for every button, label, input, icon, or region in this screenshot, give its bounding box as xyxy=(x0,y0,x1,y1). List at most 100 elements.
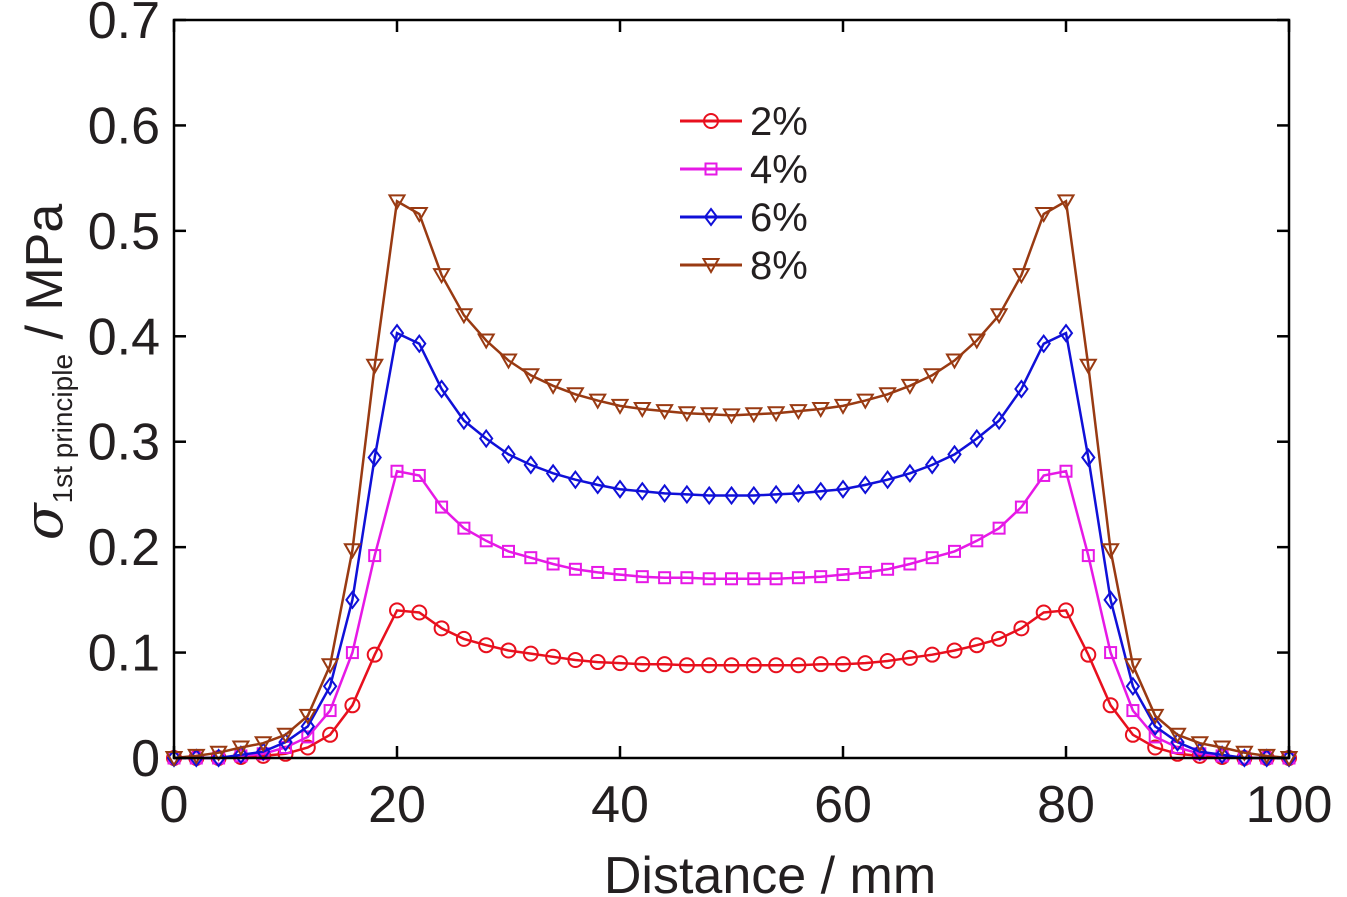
data-point xyxy=(970,534,984,548)
y-tick-label: 0.2 xyxy=(88,519,160,577)
y-tick-label: 0.6 xyxy=(88,97,160,155)
y-tick-label: 0 xyxy=(131,730,160,788)
data-point xyxy=(701,485,717,506)
data-point xyxy=(276,727,295,744)
data-point xyxy=(1014,379,1029,399)
data-point xyxy=(1012,268,1031,285)
data-point xyxy=(298,708,318,725)
legend-label: 6% xyxy=(750,196,808,240)
x-tick-label: 20 xyxy=(368,776,426,834)
data-point xyxy=(209,745,228,762)
data-point xyxy=(992,521,1006,535)
data-point xyxy=(879,653,896,670)
data-point xyxy=(435,500,449,514)
data-point xyxy=(635,570,649,584)
data-point xyxy=(1102,697,1119,714)
data-point xyxy=(991,410,1007,431)
data-point xyxy=(1170,732,1185,752)
data-point xyxy=(1212,740,1232,757)
data-point xyxy=(1125,676,1141,696)
data-point xyxy=(588,393,607,410)
legend-marker xyxy=(703,113,719,129)
data-point xyxy=(857,655,874,672)
data-point xyxy=(790,657,807,674)
data-point xyxy=(900,378,920,395)
plot-frame xyxy=(172,18,1291,760)
series-line xyxy=(173,199,1290,760)
data-point xyxy=(524,551,538,565)
data-point xyxy=(387,194,407,211)
data-point xyxy=(344,697,361,714)
data-point xyxy=(1101,543,1120,560)
x-axis-label: Distance / mm xyxy=(604,847,936,897)
data-point xyxy=(389,323,405,343)
data-point xyxy=(412,468,426,482)
data-point xyxy=(903,557,917,571)
data-point xyxy=(546,557,560,571)
y-axis-label-unit: / MPa xyxy=(16,204,74,354)
data-point xyxy=(522,645,539,662)
data-point xyxy=(1014,500,1028,514)
data-point xyxy=(766,406,786,423)
y-axis-label-subscript: 1st principle xyxy=(47,354,78,503)
legend-label: 4% xyxy=(750,148,808,192)
data-point xyxy=(1034,206,1053,223)
y-tick-label: 0.3 xyxy=(88,414,160,472)
data-point xyxy=(1058,323,1074,343)
data-point xyxy=(902,463,918,484)
data-point xyxy=(922,368,942,385)
data-point xyxy=(947,444,962,465)
legend-entry: 8% xyxy=(680,244,808,288)
data-point xyxy=(724,485,739,506)
data-point xyxy=(1190,736,1210,753)
data-point xyxy=(389,602,405,619)
data-point xyxy=(679,484,695,505)
data-point xyxy=(454,308,474,325)
data-point xyxy=(1081,447,1096,468)
data-point xyxy=(500,642,517,659)
data-point xyxy=(678,657,695,674)
data-point xyxy=(499,353,518,370)
data-point xyxy=(1079,358,1098,375)
data-point xyxy=(479,534,493,548)
data-point xyxy=(278,732,293,752)
data-point xyxy=(1214,745,1230,765)
data-point xyxy=(1124,726,1141,743)
data-point xyxy=(1035,604,1052,621)
legend-entry: 2% xyxy=(680,100,808,144)
data-point xyxy=(457,521,471,535)
x-tick-label: 80 xyxy=(1037,776,1095,834)
data-point xyxy=(610,398,630,415)
data-point xyxy=(320,658,340,675)
data-point xyxy=(744,407,764,424)
data-point xyxy=(1126,704,1140,718)
data-point xyxy=(612,655,628,672)
data-point xyxy=(613,568,627,582)
data-point xyxy=(590,475,605,495)
data-point xyxy=(658,571,672,585)
data-point xyxy=(1080,646,1097,663)
y-tick-label: 0.5 xyxy=(88,203,160,261)
data-point xyxy=(390,464,404,478)
x-tick-label: 0 xyxy=(160,776,189,834)
data-point xyxy=(233,745,249,765)
tick-layer: 0 20 40 60 80 100 0 0.1 0.2 0.3 0.4 0.5 0.6 0.7 xyxy=(88,0,1333,834)
data-point xyxy=(253,736,273,753)
data-point xyxy=(725,572,738,586)
data-point xyxy=(1081,549,1095,563)
data-point xyxy=(656,656,673,673)
data-point xyxy=(835,656,851,673)
legend-marker xyxy=(704,162,718,176)
series-layer xyxy=(164,194,1299,768)
data-point xyxy=(901,649,918,666)
legend-entry: 4% xyxy=(680,148,808,192)
data-point xyxy=(521,368,541,385)
data-point xyxy=(545,463,561,484)
data-point xyxy=(945,353,964,370)
data-point xyxy=(1145,708,1165,725)
data-point xyxy=(768,484,784,505)
data-point xyxy=(723,657,740,674)
data-point xyxy=(323,704,337,718)
data-point xyxy=(366,646,383,663)
data-point xyxy=(1168,727,1187,744)
